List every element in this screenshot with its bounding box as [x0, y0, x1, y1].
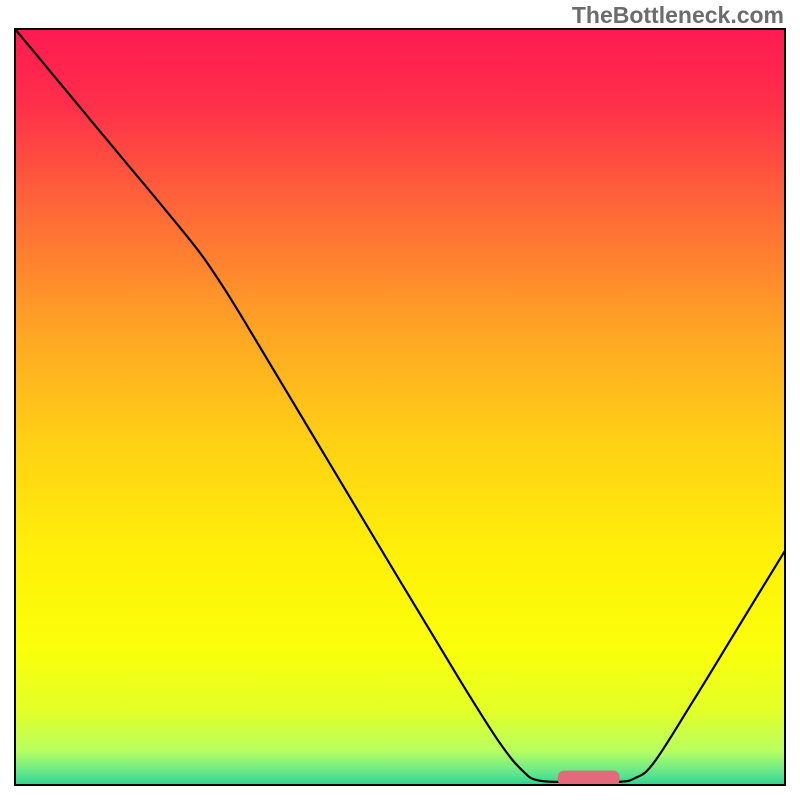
optimal-marker: [558, 771, 620, 786]
bottleneck-chart: [14, 28, 786, 786]
gradient-background: [15, 29, 785, 785]
watermark-text: TheBottleneck.com: [572, 2, 784, 29]
chart-container: TheBottleneck.com: [0, 0, 800, 800]
